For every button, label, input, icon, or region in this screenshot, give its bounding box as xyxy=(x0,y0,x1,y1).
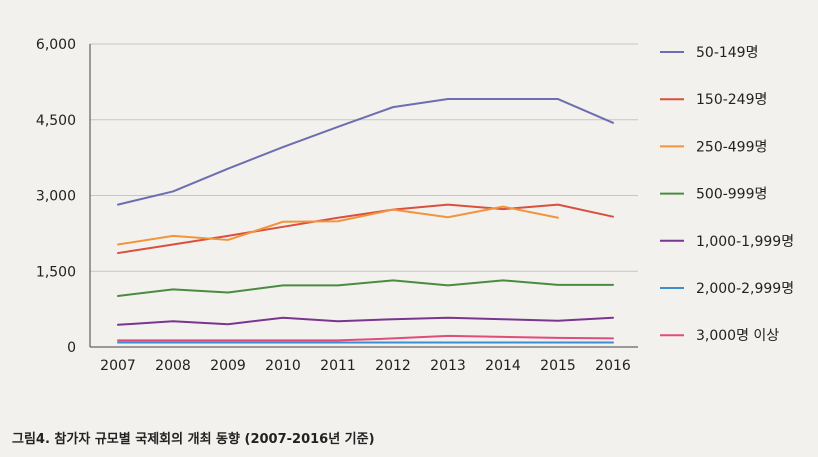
legend-label: 3,000명 이상 xyxy=(696,328,779,344)
series-line xyxy=(117,279,614,297)
gridlines xyxy=(90,43,638,272)
series-lines xyxy=(117,98,614,344)
figure-caption: 그림4. 참가자 규모별 국제회의 개최 동향 (2007-2016년 기준) xyxy=(12,432,375,447)
x-tick-label: 2015 xyxy=(540,358,576,374)
legend-label: 2,000-2,999명 xyxy=(696,281,794,297)
y-tick-label: 0 xyxy=(67,340,76,356)
x-tick-label: 2009 xyxy=(210,358,246,374)
legend-label: 50-149명 xyxy=(696,45,758,61)
series-line xyxy=(117,98,614,206)
series-line xyxy=(117,203,614,255)
series-line xyxy=(117,334,614,342)
x-tick-label: 2014 xyxy=(485,358,521,374)
y-tick-label: 1,500 xyxy=(36,264,76,280)
x-tick-label: 2013 xyxy=(430,358,466,374)
y-tick-label: 3,000 xyxy=(36,189,76,205)
y-tick-label: 6,000 xyxy=(36,37,76,53)
x-tick-label: 2007 xyxy=(100,358,136,374)
legend-label: 500-999명 xyxy=(696,187,767,203)
series-line xyxy=(117,205,559,246)
x-tick-label: 2012 xyxy=(375,358,411,374)
legend: 50-149명 150-249명 250-499명 500-999명 1,000-1,9… xyxy=(660,45,794,344)
y-tick-label: 4,500 xyxy=(36,113,76,129)
x-tick-label: 2011 xyxy=(320,358,356,374)
legend-label: 250-499명 xyxy=(696,139,767,155)
x-tick-label: 2016 xyxy=(595,358,631,374)
series-line xyxy=(117,316,614,326)
x-tick-label: 2010 xyxy=(265,358,301,374)
legend-label: 150-249명 xyxy=(696,92,767,108)
axes: 0 1,500 3,000 4,500 6,000 2007 2008 2009 2010 201… xyxy=(36,37,638,374)
legend-label: 1,000-1,999명 xyxy=(696,234,794,250)
x-tick-label: 2008 xyxy=(155,358,191,374)
